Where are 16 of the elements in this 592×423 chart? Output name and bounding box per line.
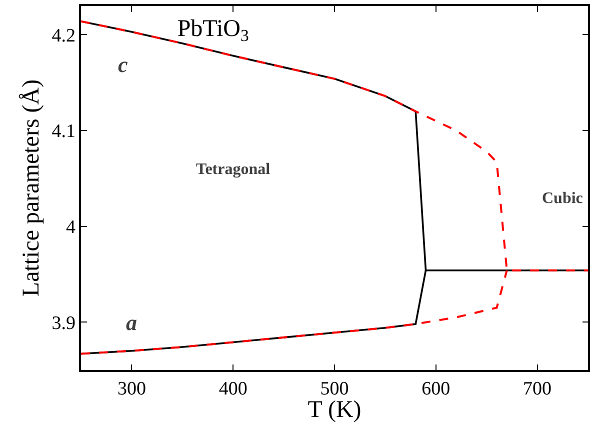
x-tick-label: 300 [117,378,146,400]
x-tick-label: 700 [523,378,552,400]
annotation: Cubic [542,190,583,207]
annotation: a [126,310,137,335]
x-tick-label: 400 [218,378,248,400]
annotation: c [118,52,128,77]
y-tick-label: 3.9 [52,312,76,334]
annotation: Tetragonal [196,161,271,178]
y-tick-label: 4.2 [52,25,76,46]
x-tick-label: 600 [422,378,450,400]
x-tick-label: 500 [320,378,349,400]
y-axis-title: Lattice parameters (Å) [18,79,44,297]
text: PbTiO$_{3}$ [177,16,249,45]
y-tick-label: 4 [66,216,76,238]
y-tick-label: 4.1 [52,121,76,142]
x-axis-title: T (K) [308,397,362,423]
